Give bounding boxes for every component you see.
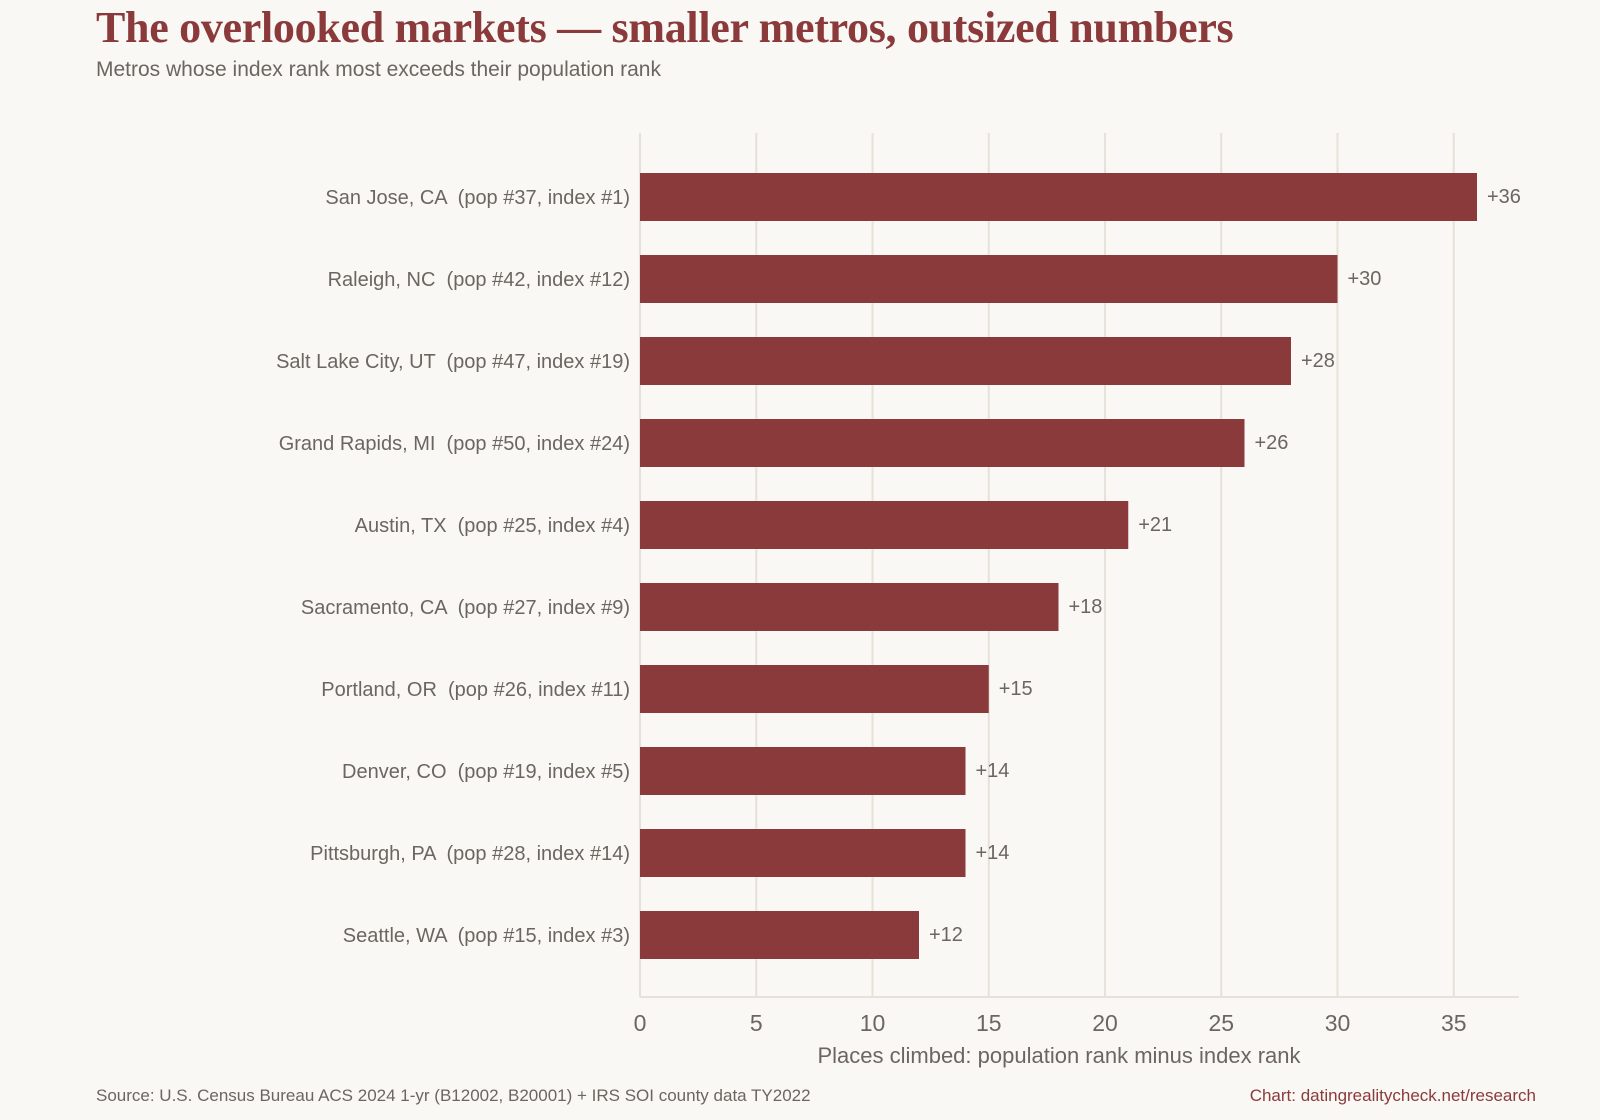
data-label: +30	[1348, 268, 1382, 290]
category-label: Denver, CO (pop #19, index #5)	[342, 761, 630, 783]
data-label: +28	[1301, 350, 1335, 372]
bar-chart: San Jose, CA (pop #37, index #1) Raleigh,…	[276, 133, 1521, 1068]
x-tick-label: 30	[1325, 1010, 1351, 1036]
category-label: Pittsburgh, PA (pop #28, index #14)	[310, 843, 630, 865]
x-tick-labels: 0 5 10 15 20 25 30 35	[634, 1010, 1467, 1036]
bar	[640, 419, 1245, 467]
category-label: San Jose, CA (pop #37, index #1)	[325, 187, 630, 209]
bar	[640, 829, 966, 877]
x-tick-label: 35	[1441, 1010, 1467, 1036]
source-note: Source: U.S. Census Bureau ACS 2024 1-yr…	[96, 1086, 811, 1105]
category-label: Salt Lake City, UT (pop #47, index #19)	[276, 351, 630, 373]
category-label: Grand Rapids, MI (pop #50, index #24)	[279, 433, 630, 455]
data-label: +36	[1487, 186, 1521, 208]
bar	[640, 583, 1059, 631]
category-label: Sacramento, CA (pop #27, index #9)	[301, 597, 630, 619]
chart-credit: Chart: datingrealitycheck.net/research	[1249, 1086, 1536, 1105]
data-label: +15	[999, 678, 1033, 700]
x-tick-label: 10	[860, 1010, 886, 1036]
category-label: Seattle, WA (pop #15, index #3)	[343, 925, 630, 947]
x-tick-label: 15	[976, 1010, 1002, 1036]
category-label: Raleigh, NC (pop #42, index #12)	[328, 269, 630, 291]
data-label: +14	[976, 842, 1010, 864]
x-tick-label: 0	[634, 1010, 647, 1036]
bar	[640, 173, 1477, 221]
category-label: Portland, OR (pop #26, index #11)	[321, 679, 630, 701]
category-labels: San Jose, CA (pop #37, index #1) Raleigh,…	[276, 187, 630, 947]
bar	[640, 501, 1129, 549]
bar	[640, 911, 919, 959]
x-tick-label: 20	[1092, 1010, 1118, 1036]
data-label: +18	[1069, 596, 1103, 618]
x-axis-label: Places climbed: population rank minus in…	[817, 1043, 1301, 1068]
data-label: +12	[929, 924, 963, 946]
data-label: +21	[1138, 514, 1172, 536]
chart-subtitle: Metros whose index rank most exceeds the…	[96, 58, 661, 81]
x-tick-label: 25	[1208, 1010, 1234, 1036]
bar	[640, 337, 1291, 385]
bar	[640, 665, 989, 713]
chart-title: The overlooked markets — smaller metros,…	[96, 3, 1234, 52]
x-tick-label: 5	[750, 1010, 763, 1036]
bar	[640, 255, 1338, 303]
data-label: +26	[1255, 432, 1289, 454]
data-label: +14	[976, 760, 1010, 782]
category-label: Austin, TX (pop #25, index #4)	[355, 515, 630, 537]
bars	[640, 173, 1477, 959]
value-labels: +36 +30 +28 +26 +21 +18 +15 +14 +14 +12	[929, 186, 1521, 946]
bar	[640, 747, 966, 795]
